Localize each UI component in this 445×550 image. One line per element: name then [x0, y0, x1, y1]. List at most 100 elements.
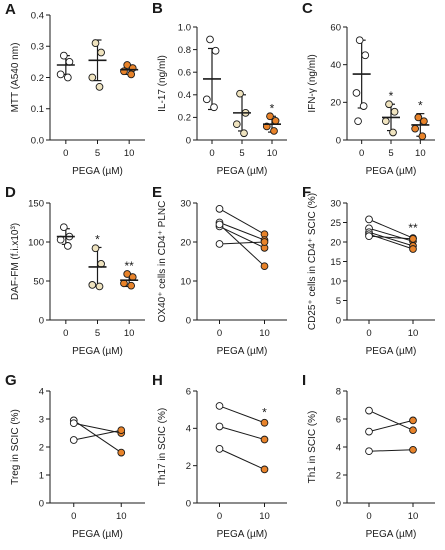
panel-label: I — [302, 372, 306, 389]
significance-mark: * — [262, 406, 267, 420]
panel-f: 0 5 10 15 20 25 30 0 10 PEGA (µM) CD25⁺ cells in C… — [302, 184, 435, 357]
pair-line — [219, 224, 265, 267]
y-tick-label: 40 — [330, 60, 341, 71]
pair-line — [368, 218, 414, 239]
x-tick-label: 5 — [95, 328, 100, 339]
data-point — [409, 445, 417, 454]
y-tick-label: 6 — [186, 386, 191, 397]
data-point — [69, 436, 78, 444]
data-point — [385, 100, 393, 109]
data-point — [409, 426, 417, 435]
pair-line — [368, 227, 414, 242]
data-point — [63, 73, 72, 82]
y-tick-label: 0.1 — [31, 104, 44, 115]
panel-i: 0 2 4 6 8 0 10 PEGA (µM) Th1 in SCIC (%) I — [302, 372, 435, 540]
y-tick-label: 3 — [39, 414, 44, 425]
y-tick-label: 0 — [336, 315, 341, 326]
data-point — [95, 282, 104, 291]
y-tick-label: 20 — [330, 98, 341, 109]
y-tick-label: 60 — [330, 22, 341, 33]
y-tick-label: 30 — [180, 198, 191, 209]
data-point — [202, 95, 211, 104]
y-tick-label: 100 — [28, 237, 44, 248]
pair-line — [219, 222, 265, 241]
x-tick-label: 10 — [116, 511, 127, 522]
data-point — [418, 132, 427, 141]
data-point — [206, 35, 214, 44]
y-tick-label: 0 — [336, 135, 341, 146]
data-point — [411, 124, 419, 133]
y-tick-label: 4 — [39, 386, 44, 397]
x-tick-label: 0 — [359, 148, 364, 159]
x-tick-label: 10 — [124, 328, 135, 339]
data-point — [236, 89, 244, 98]
data-point — [359, 102, 368, 110]
pair-line — [219, 448, 265, 470]
data-point — [365, 447, 373, 456]
panel-e: 0 10 20 30 0 10 PEGA (µM) OX40⁺ cells in CD4⁺ P… — [152, 184, 287, 357]
data-point — [97, 48, 105, 57]
x-tick-label: 5 — [95, 148, 100, 159]
data-point — [215, 422, 224, 431]
data-point — [365, 215, 373, 224]
x-axis-label: PEGA (µM) — [72, 529, 123, 540]
y-tick-label: 2 — [39, 442, 44, 453]
pair-line — [368, 449, 414, 452]
data-point — [260, 465, 269, 474]
x-tick-label: 10 — [124, 148, 135, 159]
y-tick-label: 1.0 — [178, 22, 191, 33]
x-tick-label: 0 — [209, 148, 214, 159]
x-tick-label: 0 — [366, 511, 371, 522]
data-point — [390, 107, 399, 116]
data-point — [63, 242, 72, 250]
x-tick-label: 0 — [63, 328, 68, 339]
y-axis-label: Treg in SCIC (%) — [10, 409, 21, 485]
data-point — [117, 448, 126, 457]
panel-label: C — [302, 0, 313, 17]
x-tick-label: 10 — [408, 328, 419, 339]
data-point — [240, 129, 248, 138]
y-tick-label: 20 — [180, 237, 191, 248]
data-point — [91, 244, 100, 253]
y-tick-label: 25 — [330, 218, 341, 229]
y-tick-label: 0.2 — [31, 73, 44, 84]
y-tick-label: 0 — [186, 498, 191, 509]
data-point — [59, 223, 68, 232]
data-point — [59, 51, 68, 60]
pair-line — [219, 405, 265, 424]
y-tick-label: 0 — [336, 498, 341, 509]
panel-label: G — [5, 372, 17, 389]
panel-label: B — [152, 0, 163, 17]
x-axis-label: PEGA (µM) — [217, 529, 268, 540]
y-tick-label: 2 — [186, 461, 191, 472]
x-axis-label: PEGA (µM) — [217, 166, 268, 177]
y-tick-label: 0.8 — [178, 45, 191, 56]
y-tick-label: 50 — [33, 276, 44, 287]
data-point — [120, 67, 128, 76]
y-tick-label: 10 — [330, 276, 341, 287]
panel-label: A — [5, 1, 16, 18]
pair-line — [73, 419, 122, 454]
data-point — [260, 238, 269, 246]
significance-mark: * — [418, 99, 423, 113]
data-point — [69, 419, 78, 428]
y-tick-label: 6 — [336, 414, 341, 425]
y-tick-label: 0 — [186, 135, 191, 146]
data-point — [127, 70, 136, 79]
panel-label: E — [152, 184, 162, 201]
data-point — [271, 116, 280, 125]
y-tick-label: 4 — [336, 442, 341, 453]
y-axis-label: Th1 in SCIC (%) — [307, 411, 318, 484]
data-point — [414, 113, 423, 122]
data-point — [381, 117, 390, 126]
panel-label: F — [302, 184, 311, 201]
y-tick-label: 0.4 — [178, 90, 191, 101]
y-tick-label: 5 — [336, 296, 341, 307]
panel-h: 0 2 4 6 0 10 PEGA (µM) Th17 in SCIC (%) H * — [152, 372, 287, 540]
x-tick-label: 0 — [71, 511, 76, 522]
data-point — [127, 281, 136, 290]
significance-mark: * — [95, 232, 100, 246]
y-tick-label: 0.0 — [31, 135, 44, 146]
